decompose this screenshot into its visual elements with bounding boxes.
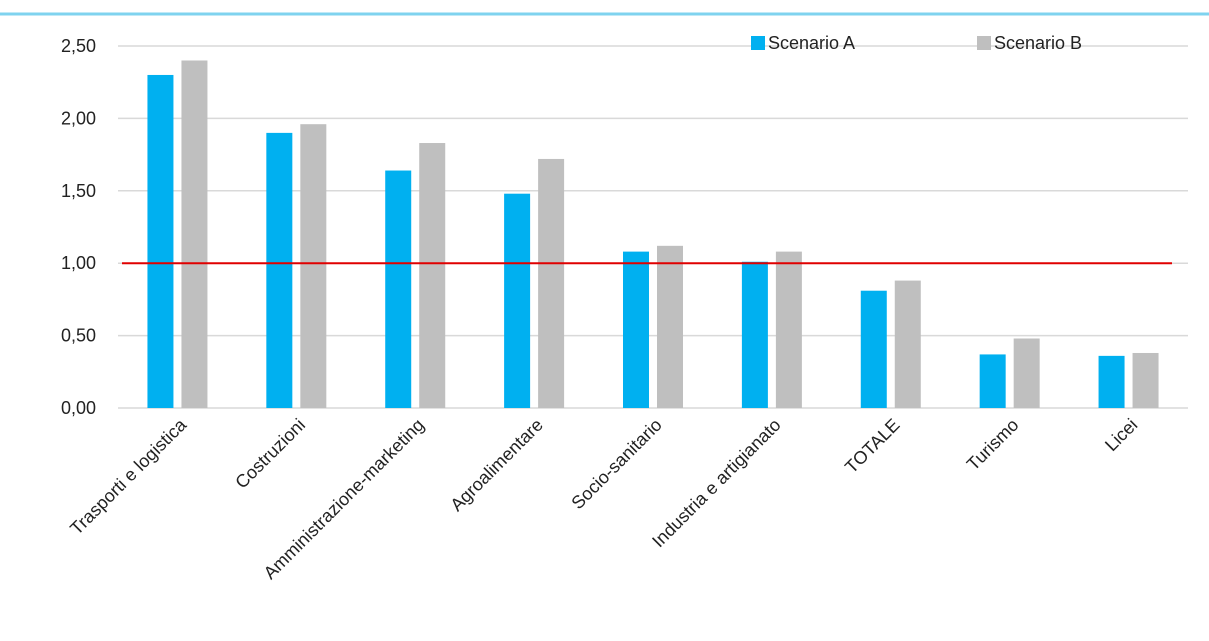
x-category-label: Costruzioni	[231, 415, 309, 493]
bar-scenario-a	[266, 132, 293, 408]
y-tick-label: 1,00	[61, 253, 96, 273]
bar-scenario-a	[1098, 355, 1125, 408]
bar-scenario-a	[860, 290, 887, 408]
y-axis-ticks: 0,00 0,50 1,00 1,50 2,00 2,50	[61, 36, 96, 418]
x-axis-labels: Trasporti e logistica CostruzioniAmminist…	[66, 414, 1141, 583]
x-category-label: Socio-sanitario	[567, 415, 665, 513]
bar-scenario-a	[385, 170, 412, 408]
x-category-label: Agroalimentare	[446, 415, 546, 515]
legend-label: Scenario B	[994, 33, 1082, 53]
legend-label: Scenario A	[768, 33, 855, 53]
y-tick-label: 0,00	[61, 398, 96, 418]
bar-scenario-a	[979, 354, 1006, 408]
legend-swatch	[751, 36, 765, 50]
bar-scenario-a	[623, 251, 649, 408]
bar-scenario-b	[1013, 338, 1040, 408]
bar-scenario-b	[300, 124, 327, 408]
bar-scenario-b	[894, 280, 921, 408]
y-tick-label: 1,50	[61, 181, 96, 201]
y-tick-label: 2,50	[61, 36, 96, 56]
x-category-label: Industria e artigianato	[648, 415, 785, 552]
bar-scenario-b	[419, 143, 446, 409]
x-category-label: Licei	[1101, 415, 1141, 455]
bars	[147, 60, 1159, 409]
x-category-label: Turismo	[963, 415, 1023, 475]
y-tick-label: 0,50	[61, 326, 96, 346]
bar-scenario-b	[1132, 352, 1159, 408]
legend-swatch	[977, 36, 991, 50]
bar-scenario-b	[775, 251, 802, 408]
bar-scenario-b	[538, 158, 565, 408]
legend: Scenario A Scenario B	[751, 33, 1082, 53]
x-category-label: TOTALE	[841, 415, 903, 477]
bar-scenario-a	[741, 261, 768, 408]
bar-scenario-a	[147, 74, 174, 409]
bar-scenario-a	[504, 193, 531, 408]
x-category-label: Trasporti e logistica	[66, 414, 191, 539]
bar-scenario-b	[657, 245, 683, 408]
y-tick-label: 2,00	[61, 108, 96, 128]
bar-scenario-b	[181, 60, 208, 408]
